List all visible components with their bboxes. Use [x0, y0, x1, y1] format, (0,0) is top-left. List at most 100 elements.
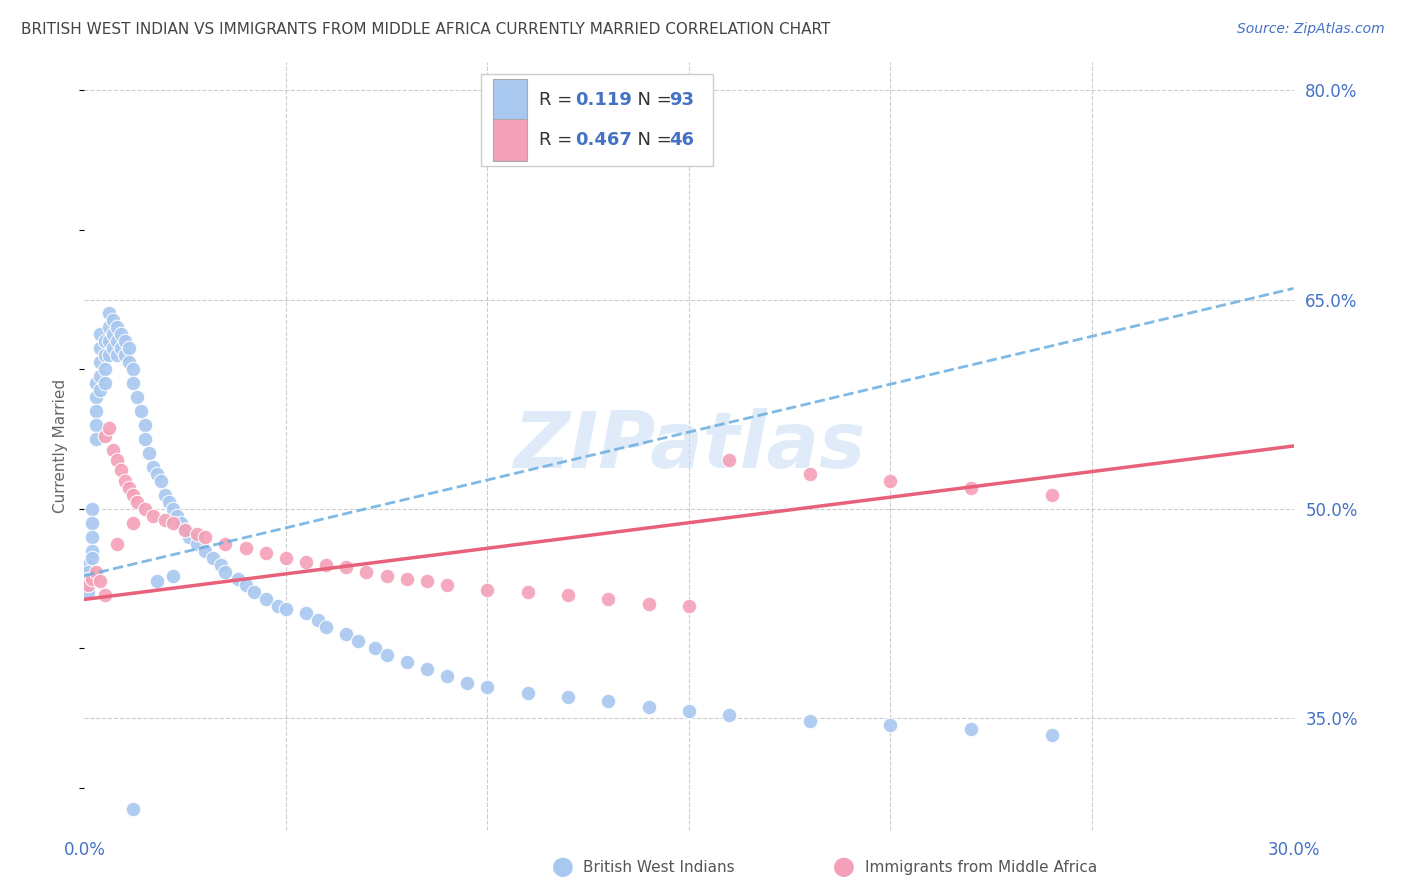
- Point: [82, 550, 104, 565]
- Point: [456, 676, 478, 690]
- Point: [82, 516, 104, 530]
- Point: [138, 446, 160, 460]
- Text: Immigrants from Middle Africa: Immigrants from Middle Africa: [865, 860, 1097, 874]
- Point: [1040, 728, 1063, 742]
- Point: [416, 574, 439, 589]
- Point: [516, 686, 538, 700]
- Point: [477, 582, 499, 597]
- Point: [879, 718, 901, 732]
- Point: [149, 474, 172, 488]
- Point: [637, 699, 659, 714]
- Point: [153, 513, 176, 527]
- Text: ⬤: ⬤: [551, 857, 574, 877]
- Point: [214, 536, 236, 550]
- Point: [166, 508, 188, 523]
- Point: [105, 320, 128, 334]
- Point: [335, 560, 357, 574]
- Point: [598, 694, 620, 708]
- Point: [97, 320, 120, 334]
- Point: [121, 488, 143, 502]
- Point: [267, 599, 290, 614]
- Point: [89, 327, 111, 342]
- Point: [194, 530, 217, 544]
- Point: [82, 572, 104, 586]
- Point: [86, 418, 108, 433]
- Point: [93, 362, 115, 376]
- Point: [799, 714, 821, 728]
- Point: [125, 495, 148, 509]
- Point: [89, 369, 111, 384]
- Point: [363, 641, 385, 656]
- Point: [395, 572, 418, 586]
- Point: [93, 429, 115, 443]
- Point: [82, 543, 104, 558]
- Point: [477, 681, 499, 695]
- Point: [121, 376, 143, 391]
- Point: [274, 602, 297, 616]
- Point: [101, 327, 124, 342]
- Point: [516, 585, 538, 599]
- Point: [395, 655, 418, 669]
- Point: [77, 585, 100, 599]
- Point: [118, 481, 141, 495]
- Point: [110, 463, 132, 477]
- Point: [315, 558, 337, 572]
- Point: [86, 565, 108, 579]
- Point: [82, 530, 104, 544]
- Text: 0.467: 0.467: [575, 131, 633, 149]
- Point: [93, 348, 115, 362]
- Point: [121, 802, 143, 816]
- Point: [97, 348, 120, 362]
- Point: [214, 565, 236, 579]
- Point: [89, 355, 111, 369]
- Point: [242, 585, 264, 599]
- FancyBboxPatch shape: [494, 78, 527, 120]
- Point: [436, 669, 458, 683]
- Text: R =: R =: [538, 131, 578, 149]
- Point: [162, 568, 184, 582]
- Point: [146, 574, 169, 589]
- Point: [799, 467, 821, 481]
- Point: [114, 334, 136, 349]
- Point: [125, 390, 148, 404]
- Point: [295, 607, 318, 621]
- Point: [86, 432, 108, 446]
- Point: [101, 313, 124, 327]
- Point: [114, 474, 136, 488]
- Point: [335, 627, 357, 641]
- Point: [235, 578, 257, 592]
- Point: [202, 550, 225, 565]
- Point: [157, 495, 180, 509]
- Point: [97, 334, 120, 349]
- Text: 0.119: 0.119: [575, 91, 633, 109]
- Point: [146, 467, 169, 481]
- Point: [315, 620, 337, 634]
- Point: [129, 404, 152, 418]
- Point: [186, 536, 208, 550]
- Point: [121, 516, 143, 530]
- Point: [86, 390, 108, 404]
- Point: [86, 404, 108, 418]
- Text: 93: 93: [669, 91, 695, 109]
- Text: 46: 46: [669, 131, 695, 149]
- Point: [105, 334, 128, 349]
- Point: [194, 543, 217, 558]
- Point: [186, 527, 208, 541]
- Point: [101, 443, 124, 458]
- Text: Source: ZipAtlas.com: Source: ZipAtlas.com: [1237, 22, 1385, 37]
- Point: [307, 613, 329, 627]
- Point: [678, 599, 700, 614]
- Text: N =: N =: [626, 131, 678, 149]
- Point: [142, 459, 165, 474]
- Point: [416, 662, 439, 676]
- Point: [637, 597, 659, 611]
- Point: [295, 555, 318, 569]
- Point: [93, 334, 115, 349]
- Text: ⬤: ⬤: [832, 857, 855, 877]
- Point: [110, 327, 132, 342]
- Y-axis label: Currently Married: Currently Married: [53, 379, 69, 513]
- Point: [110, 342, 132, 356]
- Point: [93, 588, 115, 602]
- Text: BRITISH WEST INDIAN VS IMMIGRANTS FROM MIDDLE AFRICA CURRENTLY MARRIED CORRELATI: BRITISH WEST INDIAN VS IMMIGRANTS FROM M…: [21, 22, 831, 37]
- Point: [101, 342, 124, 356]
